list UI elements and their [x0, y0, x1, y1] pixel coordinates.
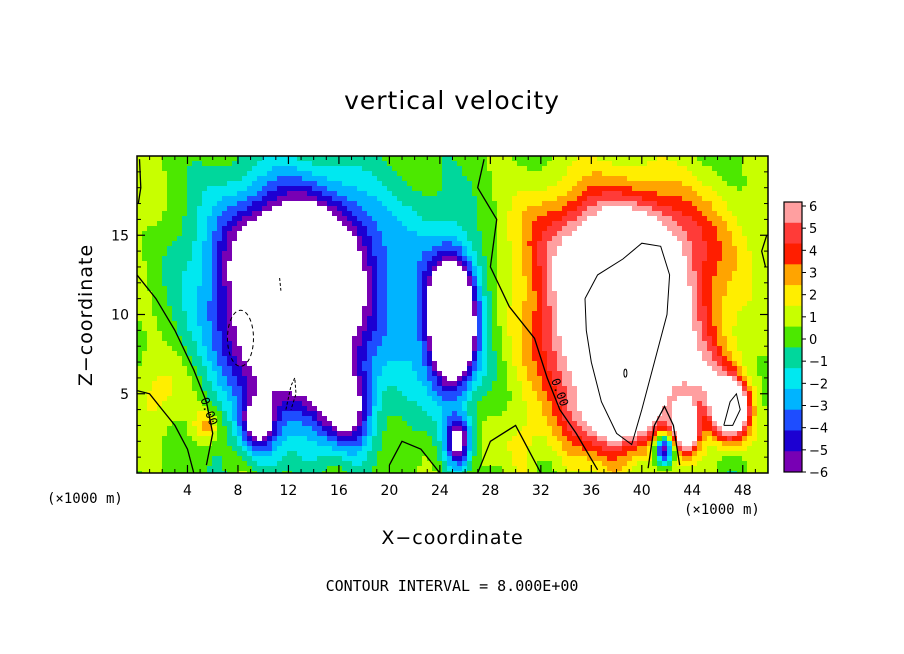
x-unit-label-right: (×1000 m)	[684, 502, 760, 518]
colorbar-swatch	[784, 326, 802, 348]
contour-lines	[137, 159, 768, 473]
x-tick-label: 16	[330, 483, 348, 499]
x-tick-label: 4	[183, 483, 192, 499]
colorbar-swatch	[784, 388, 802, 411]
colorbar-swatch	[784, 285, 802, 307]
velocity-field	[137, 156, 768, 473]
colorbar-label: 1	[809, 311, 817, 326]
downdraft-contour	[226, 309, 254, 367]
colorbar-label: 5	[809, 222, 817, 237]
zero-contour-7	[761, 235, 768, 268]
zero-contour-5	[477, 424, 542, 473]
zero-contour-3	[477, 159, 599, 471]
downdraft-contour-small	[285, 376, 297, 410]
colorbar-label: −4	[809, 422, 828, 437]
downdraft-contour-tiny	[279, 277, 282, 291]
y-tick-label: 5	[120, 387, 129, 403]
updraft-cell-contour	[723, 392, 741, 426]
zero-contour-6	[647, 404, 681, 469]
colorbar-frame	[783, 201, 803, 473]
x-tick-label: 44	[683, 483, 701, 499]
colorbar-swatch	[784, 202, 802, 224]
colorbar-label: −2	[809, 377, 828, 392]
x-tick-label: 24	[431, 483, 449, 499]
y-axis-ticks: 5 10 15	[111, 171, 768, 458]
contour-interval-note: CONTOUR INTERVAL = 8.000E+00	[325, 577, 579, 595]
colorbar-swatch	[784, 347, 802, 369]
y-tick-label: 10	[111, 308, 129, 324]
x-tick-label: 40	[633, 483, 651, 499]
colorbar-label: 3	[809, 267, 817, 282]
colorbar-label: 4	[809, 244, 817, 259]
colorbar-swatch	[784, 264, 802, 286]
colorbar-label: 2	[809, 289, 817, 304]
x-tick-label: 32	[532, 483, 550, 499]
x-axis-label: X−coordinate	[381, 527, 524, 549]
colorbar-label: −5	[809, 444, 828, 459]
x-tick-label: 48	[734, 483, 752, 499]
colorbar-label: 6	[809, 200, 817, 215]
y-tick-label: 15	[111, 228, 129, 244]
colorbar-swatch	[784, 222, 802, 245]
zero-contour-4	[388, 440, 441, 473]
colorbar-swatch	[784, 368, 802, 390]
zero-contour-1	[137, 274, 214, 466]
x-tick-label: 36	[582, 483, 600, 499]
updraft-small-contour	[623, 368, 628, 378]
x-tick-label: 28	[481, 483, 499, 499]
colorbar-swatch	[784, 451, 802, 473]
updraft-core-contour	[584, 242, 671, 446]
colorbar-label: −1	[809, 355, 828, 370]
x-tick-label: 8	[233, 483, 242, 499]
colorbar: 6 5 4 3 2 1 0 −1 −2 −3 −4 −5 −6	[783, 200, 828, 481]
x-unit-label-left: (×1000 m)	[47, 491, 123, 507]
zero-contour-2	[137, 389, 195, 473]
colorbar-swatch	[784, 243, 802, 265]
y-axis-label: Z−coordinate	[75, 243, 97, 387]
colorbar-swatch	[784, 430, 802, 452]
chart-title: vertical velocity	[344, 86, 560, 115]
x-axis-ticks: 4 8 12 16 20 24 28 32 36 40 44 48	[149, 156, 756, 499]
colorbar-label: −3	[809, 400, 828, 415]
x-tick-label: 12	[280, 483, 298, 499]
colorbar-swatch	[784, 409, 802, 431]
colorbar-label: −6	[809, 466, 828, 481]
colorbar-swatch	[784, 305, 802, 328]
x-tick-label: 20	[380, 483, 398, 499]
colorbar-label: 0	[809, 333, 817, 348]
